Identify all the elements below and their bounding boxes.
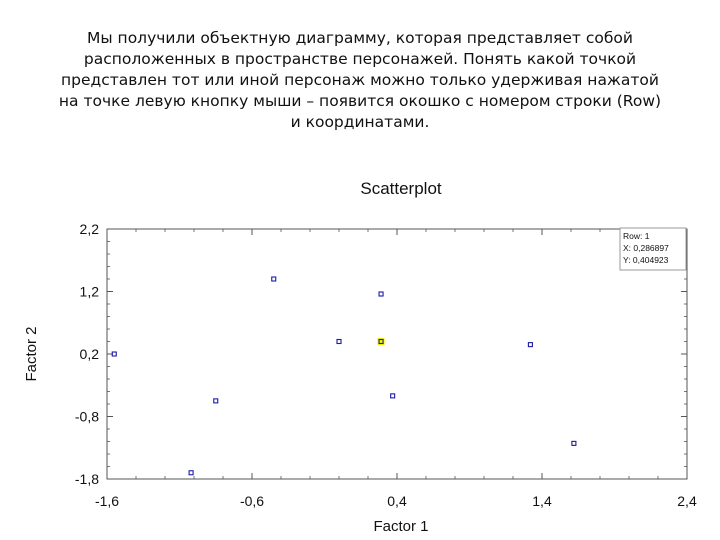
point-tooltip: Row: 1 X: 0,286897 Y: 0,404923 [619,227,687,271]
y-tick-label: 0,2 [80,346,100,362]
tooltip-y: Y: 0,404923 [623,255,669,265]
y-tick-label: 2,2 [80,221,100,237]
x-tick-label: 2,4 [677,493,697,509]
data-point[interactable] [378,291,384,297]
selected-point-highlight [377,338,385,345]
chart-title: Scatterplot [360,179,442,198]
intro-line: на точке левую кнопку мыши – появится ок… [58,92,662,110]
tooltip-row: Row: 1 [623,231,650,241]
data-point[interactable] [213,398,219,404]
plot-frame [106,228,688,480]
data-point[interactable] [336,338,342,345]
data-point[interactable] [111,351,117,357]
x-tick-label: -1,6 [95,493,119,509]
data-point[interactable] [271,276,277,282]
y-tick-label: -1,8 [75,471,99,487]
x-tick-label: 0,4 [387,493,407,509]
x-tick-label: -0,6 [240,493,264,509]
data-point[interactable] [188,470,194,476]
intro-line: представлен тот или иной персонаж можно … [61,71,659,89]
y-tick-label: -0,8 [75,409,99,425]
intro-line: и координатами. [290,113,430,131]
x-tick-label: 1,4 [532,493,552,509]
y-tick-label: 1,2 [80,284,100,300]
x-axis-label: Factor 1 [373,518,428,535]
data-point[interactable] [527,342,533,348]
y-axis-label: Factor 2 [23,326,40,381]
selected-data-point[interactable] [378,338,384,345]
data-point[interactable] [390,393,396,399]
data-point[interactable] [571,440,577,446]
intro-line: расположенных в пространстве персонажей.… [83,50,637,68]
intro-text: Мы получили объектную диаграмму, которая… [30,28,690,133]
intro-line: Мы получили объектную диаграмму, которая… [87,29,633,47]
tooltip-x: X: 0,286897 [623,243,669,253]
